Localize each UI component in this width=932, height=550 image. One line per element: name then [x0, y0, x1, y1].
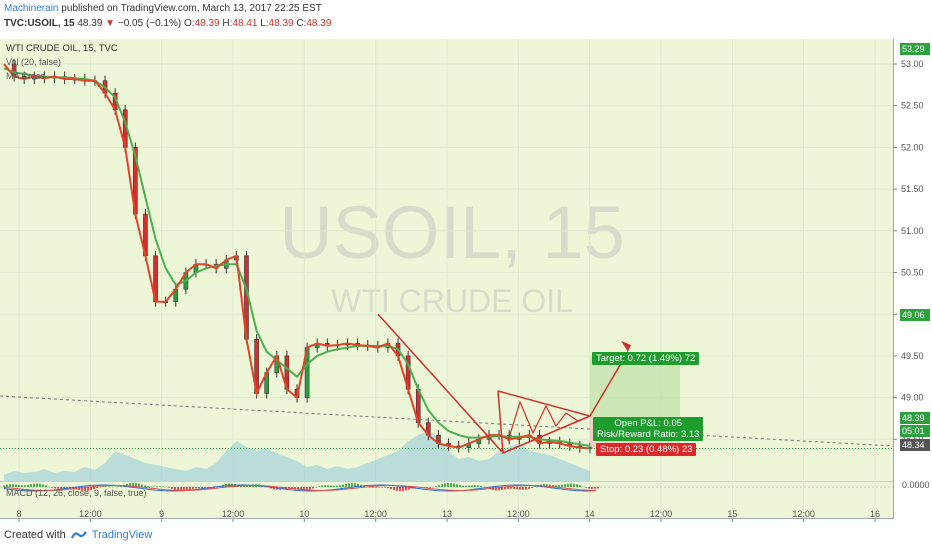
price-change: −0.05 (−0.1%): [117, 18, 182, 29]
macd-line: [3, 484, 597, 492]
x-tick-label: 14: [585, 509, 595, 519]
ma-fast-line: [3, 63, 591, 450]
risk-reward: Risk/Reward Ratio: 3.13: [597, 429, 700, 440]
dashed-trendline: [0, 395, 894, 447]
created-text: Created with: [4, 529, 66, 541]
bar-countdown-badge: 05:01: [900, 425, 930, 437]
footer: Created with TradingView: [4, 529, 152, 541]
tradingview-brand-link[interactable]: TradingView: [91, 529, 153, 541]
volume-area: [4, 431, 590, 481]
symbol-line: TVC:USOIL, 15: [4, 18, 75, 29]
down-arrow-icon: ▼: [105, 18, 116, 29]
price-badge-last: 48.39: [900, 412, 930, 424]
y-tick-label: 52.50: [901, 101, 924, 111]
x-tick-label: 12:00: [650, 509, 673, 519]
price-badge-top: 53.29: [900, 43, 930, 55]
price-badge-low: 48.34: [900, 439, 930, 451]
x-tick-label: 16: [870, 509, 880, 519]
publisher-link[interactable]: Machinerain: [4, 3, 59, 14]
projection-arrowhead: [621, 341, 631, 352]
low-label: L:: [260, 18, 269, 29]
macd-legend[interactable]: MACD (12, 26, close, 9, false, true): [6, 488, 147, 498]
y-tick-label: 49.50: [901, 351, 924, 361]
watermark-name: WTI CRUDE OIL: [331, 283, 573, 319]
published-text: published on TradingView.com, March 13, …: [61, 3, 322, 14]
y-tick-label: 51.50: [901, 184, 924, 194]
high-value: 48.41: [232, 18, 258, 29]
ohlc-line: TVC:USOIL, 15 48.39 ▼ −0.05 (−0.1%) O:48…: [4, 18, 331, 29]
triangle-waves: [507, 400, 591, 442]
falling-trendline: [377, 313, 503, 453]
tradingview-logo-icon: [70, 531, 87, 539]
y-tick-label: 51.00: [901, 226, 924, 236]
x-tick-label: 13: [442, 509, 452, 519]
stop-box[interactable]: Stop: 0.23 (0.48%) 23: [596, 443, 697, 456]
x-tick-label: 12:00: [792, 509, 815, 519]
y-tick-label: 52.00: [901, 142, 924, 152]
close-value: 48.39: [306, 18, 332, 29]
low-value: 48.39: [268, 18, 294, 29]
open-pnl: Open P&L: 0.05: [614, 418, 683, 429]
x-tick-label: 9: [159, 509, 164, 519]
watermark-symbol: USOIL, 15: [279, 191, 625, 274]
macd-signal-line: [3, 485, 597, 491]
x-tick-label: 8: [16, 509, 21, 519]
pnl-box[interactable]: Open P&L: 0.05 Risk/Reward Ratio: 3.13: [593, 417, 704, 441]
y-tick-label: 53.00: [901, 59, 924, 69]
target-box[interactable]: Target: 0.72 (1.49%) 72: [592, 352, 700, 365]
ma-slow-line: [3, 67, 591, 447]
publish-info: Machinerain published on TradingView.com…: [4, 3, 322, 14]
last-price: 48.39: [77, 18, 103, 29]
x-tick-label: 15: [727, 509, 737, 519]
triangle-pattern: [497, 390, 593, 455]
x-tick-label: 12:00: [222, 509, 245, 519]
open-label: O:: [184, 18, 195, 29]
open-value: 48.39: [194, 18, 220, 29]
x-tick-label: 12:00: [507, 509, 530, 519]
price-badge-mid: 49.06: [900, 309, 930, 321]
x-tick-label: 12:00: [364, 509, 387, 519]
high-label: H:: [222, 18, 233, 29]
y-tick-label: 49.00: [901, 393, 924, 403]
y-tick-label: 50.50: [901, 268, 924, 278]
chart-legend-title[interactable]: WTI CRUDE OIL, 15, TVC: [6, 43, 118, 54]
close-label: C:: [296, 18, 307, 29]
macd-zero-label: 0.0000: [902, 480, 930, 490]
target-zone: [590, 356, 680, 417]
x-tick-label: 12:00: [79, 509, 102, 519]
x-tick-label: 10: [299, 509, 309, 519]
volume-legend[interactable]: Vol (20, false): [6, 57, 62, 67]
ma-cross-legend[interactable]: MA Cross: [6, 71, 46, 81]
